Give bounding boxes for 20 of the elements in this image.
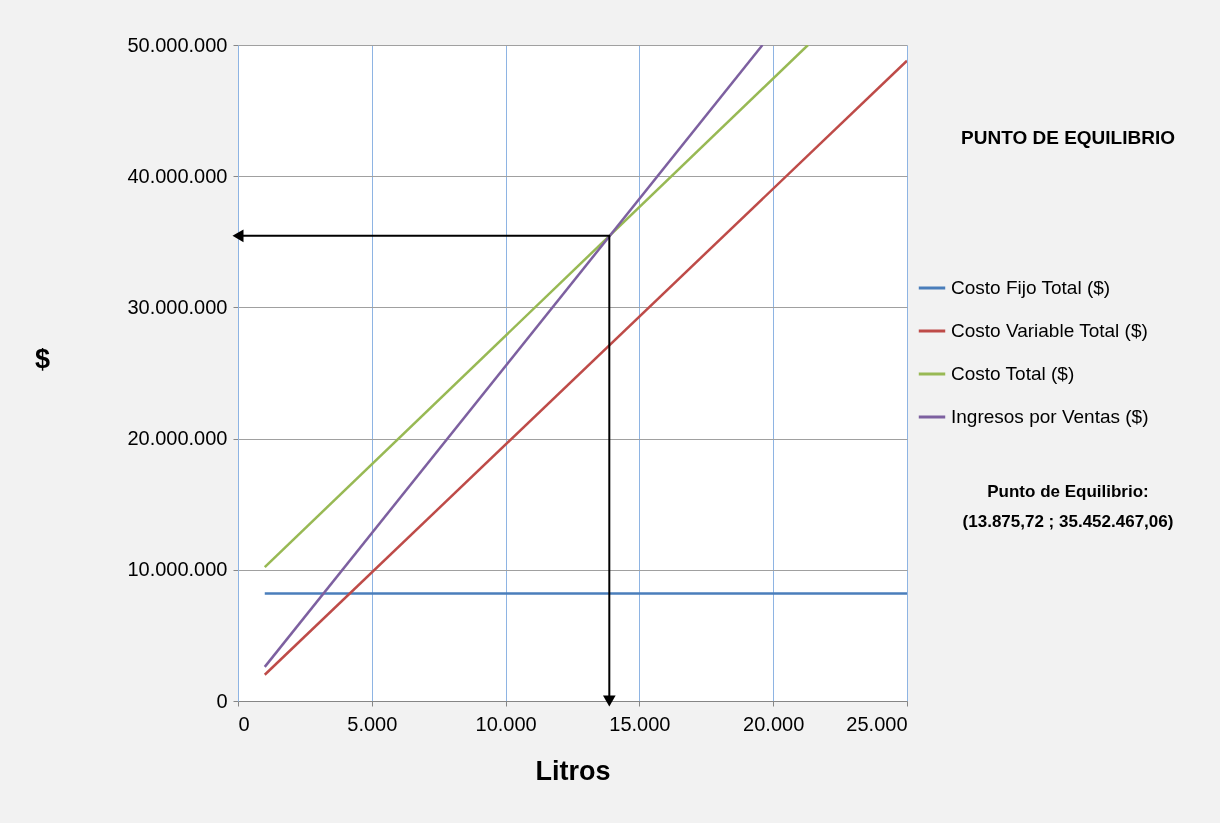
x-tick-label: 25.000 [846,712,908,735]
y-axis-title: $ [34,343,51,374]
text: PUNTO DE EQUILIBRIO [961,127,1175,148]
legend-label: Ingresos por Ventas ($) [951,406,1149,427]
y-tick-label: 30.000.000 [127,295,228,318]
x-tick-label: 20.000 [743,712,805,735]
y-tick-label: 40.000.000 [127,164,228,187]
x-tick-label: 5.000 [347,712,398,735]
x-tick-label: 10.000 [475,712,537,735]
y-tick-label: 0 [216,689,228,712]
x-tick-label: 0 [238,712,250,735]
y-tick-label: 20.000.000 [127,427,228,450]
legend-label: Costo Variable Total ($) [951,320,1148,341]
legend-label: Costo Fijo Total ($) [951,277,1111,298]
text: Punto de Equilibrio: (13.875,72 ; 35.452.467,06) [962,482,1174,531]
x-tick-label: 15.000 [609,712,671,735]
legend-label: Costo Total ($) [951,363,1075,384]
y-tick-label: 50.000.000 [127,33,228,56]
x-axis-title: Litros [535,755,611,786]
y-tick-label: 10.000.000 [127,558,228,581]
